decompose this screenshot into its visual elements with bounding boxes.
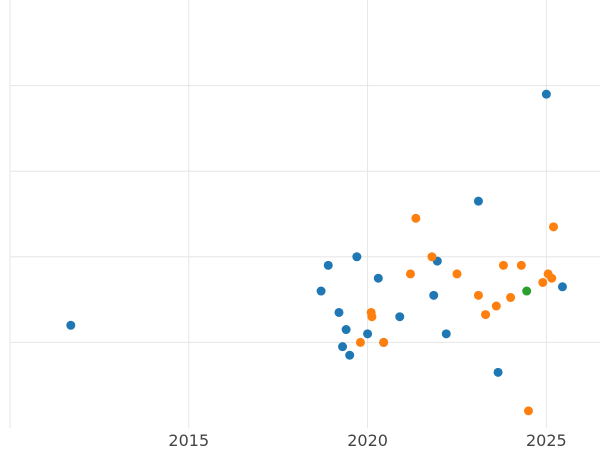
data-point — [66, 320, 76, 330]
data-point — [493, 367, 503, 377]
data-point — [498, 260, 508, 270]
data-point — [338, 342, 348, 352]
data-point — [557, 282, 567, 292]
data-point — [506, 292, 516, 302]
data-point — [341, 325, 351, 335]
data-point — [334, 307, 344, 317]
data-point — [523, 406, 533, 416]
data-point — [473, 290, 483, 300]
data-point — [441, 329, 451, 339]
data-point — [355, 337, 365, 347]
data-point — [429, 290, 439, 300]
x-tick-label: 2020 — [347, 431, 388, 450]
data-point — [549, 222, 559, 232]
data-point — [367, 312, 377, 322]
data-point — [323, 260, 333, 270]
data-point — [411, 213, 421, 223]
points-layer — [66, 89, 567, 416]
data-point — [481, 310, 491, 320]
data-point — [379, 337, 389, 347]
data-point — [452, 269, 462, 279]
data-point — [522, 286, 532, 296]
data-point — [352, 252, 362, 262]
data-point — [373, 273, 383, 283]
data-point — [395, 312, 405, 322]
x-axis-ticks: 2015 2020 2025 — [168, 431, 566, 450]
data-point — [363, 329, 373, 339]
data-point — [473, 196, 483, 206]
data-point — [547, 273, 557, 283]
data-point — [427, 252, 437, 262]
grid-layer — [9, 0, 600, 428]
data-point — [541, 89, 551, 99]
data-point — [345, 350, 355, 360]
data-point — [316, 286, 326, 296]
x-tick-label: 2025 — [526, 431, 567, 450]
data-point — [516, 260, 526, 270]
data-point — [491, 301, 501, 311]
data-point — [405, 269, 415, 279]
data-point — [538, 277, 548, 287]
x-tick-label: 2015 — [168, 431, 209, 450]
